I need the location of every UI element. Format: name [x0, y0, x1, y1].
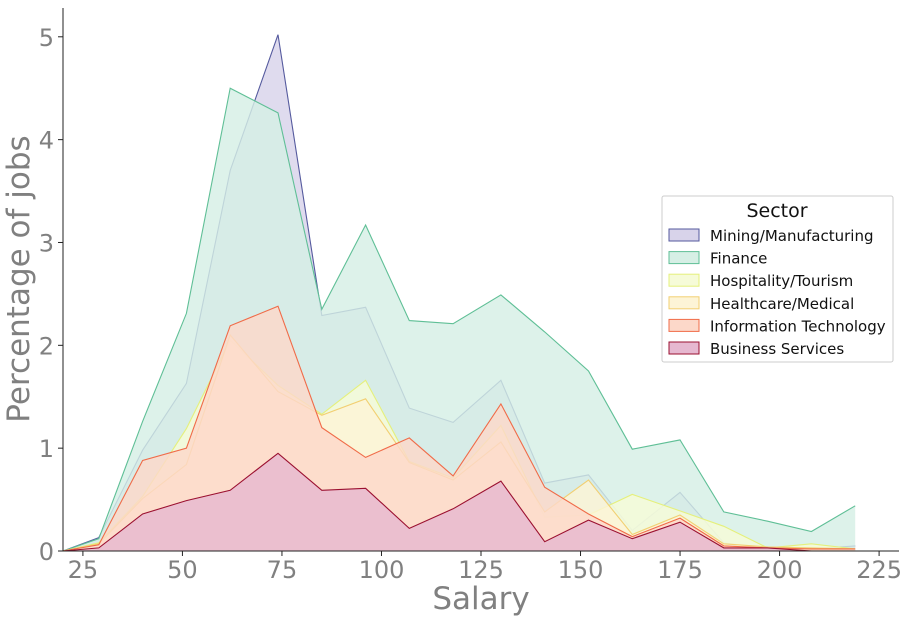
y-tick-label: 1 — [39, 435, 54, 463]
legend-label-mining-manufacturing: Mining/Manufacturing — [710, 227, 873, 245]
x-tick-label: 200 — [757, 556, 803, 584]
x-tick-label: 175 — [657, 556, 703, 584]
x-tick-label: 50 — [167, 556, 198, 584]
legend-swatch-finance — [668, 251, 700, 265]
y-tick-label: 3 — [39, 229, 54, 257]
x-tick-label: 225 — [856, 556, 902, 584]
legend-items: Mining/Manufacturing Finance Hospitality/T… — [668, 227, 886, 358]
legend-title: Sector — [746, 200, 807, 222]
y-axis-title: Percentage of jobs — [1, 135, 37, 422]
line-finance — [62, 87, 856, 552]
legend-swatch-mining-manufacturing — [668, 228, 700, 242]
legend-swatch-healthcare-medical — [668, 296, 700, 310]
x-tick-label: 150 — [558, 556, 604, 584]
y-tick-label: 4 — [39, 127, 54, 155]
line-information-technology — [62, 305, 856, 552]
x-tick-label: 25 — [68, 556, 99, 584]
legend-label-hospitality-tourism: Hospitality/Tourism — [710, 272, 853, 290]
chart-areas — [62, 34, 856, 552]
legend-swatch-hospitality-tourism — [668, 273, 700, 287]
legend-swatch-business-services — [668, 341, 700, 355]
x-tick-label: 125 — [458, 556, 504, 584]
legend-label-business-services: Business Services — [710, 340, 844, 358]
x-axis-title: Salary — [432, 581, 529, 617]
x-tick-label: 100 — [359, 556, 405, 584]
legend: Sector Mining/Manufacturing Finance Hospit… — [661, 195, 894, 363]
legend-label-healthcare-medical: Healthcare/Medical — [710, 295, 854, 313]
y-tick-label: 2 — [39, 332, 54, 360]
y-tick-label: 5 — [39, 24, 54, 52]
line-business-services — [62, 452, 856, 552]
legend-frame — [661, 195, 894, 363]
chart-ticks: 25 50 75 100 125 150 175 200 225 0 1 2 3 4 5 — [39, 24, 902, 584]
legend-label-information-technology: Information Technology — [710, 317, 886, 335]
x-tick-label: 75 — [267, 556, 298, 584]
legend-label-finance: Finance — [710, 250, 767, 268]
y-tick-label: 0 — [39, 538, 54, 566]
area-business-services — [63, 453, 856, 551]
legend-swatch-information-technology — [668, 318, 700, 332]
